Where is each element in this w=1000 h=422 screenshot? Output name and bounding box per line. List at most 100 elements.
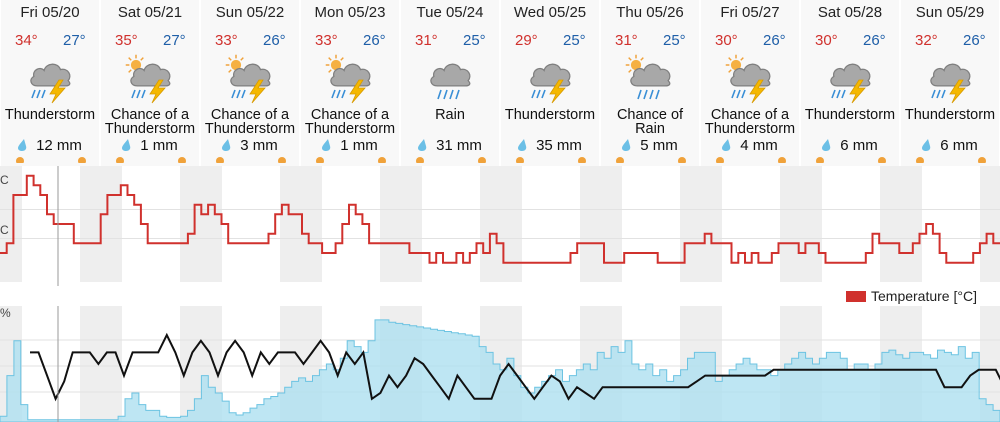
low-temp: 26° [963,32,986,49]
sunrise-icon [416,157,424,163]
night-band [900,166,922,282]
day-date: Thu 05/26 [616,4,684,21]
sunset-icon [178,157,186,163]
high-temp: 30° [815,32,838,49]
condition-text: Chance of a Thunderstorm [695,107,805,137]
raindrop-icon [18,139,27,151]
day-column: Fri 05/27 30° 26° Chance of a Thunderstorm 4 … [701,0,800,166]
night-band [80,306,100,422]
precipitation-amount: 6 mm [801,137,899,154]
precipitation-amount: 6 mm [901,137,999,154]
low-temp: 27° [163,32,186,49]
raindrop-icon [518,139,527,151]
temp-axis-label-top: C [0,173,9,187]
day-date: Mon 05/23 [314,4,386,21]
condition-text: Chance of Rain [595,107,705,137]
condition-line: Thunderstorm [304,121,396,137]
temperature-legend: Temperature [°C] [846,288,977,304]
day-date: Sat 05/28 [817,4,883,21]
sunrise-icon [516,157,524,163]
raindrop-icon [822,139,831,151]
low-temp: 25° [563,32,586,49]
low-temp: 26° [363,32,386,49]
condition-line: Thunderstorm [704,121,796,137]
precipitation-value: 12 mm [36,137,82,154]
low-temp: 25° [663,32,686,49]
day-date: Fri 05/20 [20,4,80,21]
precipitation-amount: 31 mm [401,137,499,154]
night-band [300,166,322,282]
condition-line: Thunderstorm [804,107,896,123]
raindrop-icon [418,139,427,151]
day-column: Tue 05/24 31° 25° Rain 31 mm [401,0,500,166]
condition-line: Thunderstorm [204,121,296,137]
precipitation-value: 1 mm [140,137,178,154]
high-temp: 31° [615,32,638,49]
precipitation-value: 5 mm [640,137,678,154]
night-band [880,166,900,282]
night-band [380,166,400,282]
high-temp: 34° [15,32,38,49]
high-temp: 30° [715,32,738,49]
high-temp: 33° [315,32,338,49]
day-date: Fri 05/27 [720,4,780,21]
high-temp: 32° [915,32,938,49]
low-temp: 25° [463,32,486,49]
raindrop-icon [622,139,631,151]
high-temp: 31° [415,32,438,49]
condition-line: Thunderstorm [504,107,596,123]
night-band [180,166,200,282]
sunset-icon [378,157,386,163]
condition-line: Chance of a [710,107,790,123]
sunset-icon [278,157,286,163]
sun-thunderstorm-icon [725,54,771,104]
day-column: Sat 05/21 35° 27° Chance of a Thunderstorm 1 … [101,0,200,166]
condition-line: Thunderstorm [904,107,996,123]
temperature-line [0,174,1000,264]
legend-swatch [846,291,866,302]
low-temp: 26° [263,32,286,49]
day-column: Sat 05/28 30° 26° Thunderstorm 6 mm [801,0,900,166]
high-temp: 29° [515,32,538,49]
raindrop-icon [322,139,331,151]
sunrise-icon [116,157,124,163]
humidity-line [30,332,1000,402]
precipitation-amount: 12 mm [1,137,99,154]
night-band [280,166,300,282]
night-band [180,306,200,422]
condition-text: Thunderstorm [495,107,605,123]
raindrop-icon [222,139,231,151]
precipitation-humidity-chart [0,306,1000,422]
sun-thunderstorm-icon [225,54,271,104]
day-column: Wed 05/25 29° 25° Thunderstorm 35 mm [501,0,600,166]
condition-line: Chance of [616,107,684,123]
day-column: Mon 05/23 33° 26° Chance of a Thunderstorm 1 … [301,0,400,166]
night-band [980,306,1000,422]
sunset-icon [578,157,586,163]
sunset-icon [678,157,686,163]
sun-rain-icon [625,54,671,100]
day-column: Sun 05/29 32° 26° Thunderstorm 6 mm [901,0,1000,166]
night-band [600,166,622,282]
sunset-icon [78,157,86,163]
thunderstorm-icon [530,63,571,104]
precipitation-value: 35 mm [536,137,582,154]
precipitation-value: 6 mm [840,137,878,154]
thunderstorm-icon [30,63,71,104]
night-band [400,166,422,282]
condition-line: Thunderstorm [4,107,96,123]
night-band [580,166,600,282]
condition-line: Rain [635,121,665,137]
sunrise-icon [816,157,824,163]
night-band [200,166,222,282]
day-date: Sun 05/29 [915,4,985,21]
rain-icon [430,63,471,100]
thunderstorm-icon [830,63,871,104]
raindrop-icon [722,139,731,151]
sun-thunderstorm-icon [325,54,371,104]
sunrise-icon [916,157,924,163]
high-temp: 33° [215,32,238,49]
precipitation-value: 4 mm [740,137,778,154]
condition-text: Chance of a Thunderstorm [95,108,205,137]
night-band [680,166,700,282]
